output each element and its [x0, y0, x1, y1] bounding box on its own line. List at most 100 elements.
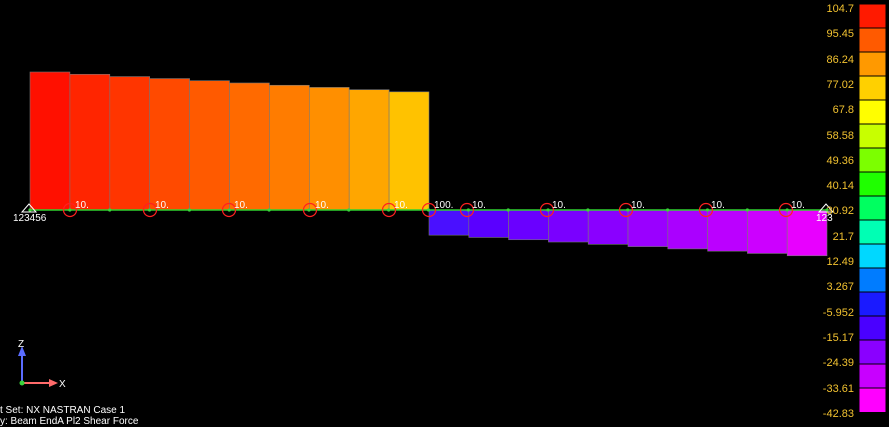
node-point[interactable]: [28, 208, 32, 212]
node-point[interactable]: [267, 208, 271, 212]
load-marker-icon[interactable]: [539, 202, 555, 218]
legend-color-swatch: [858, 195, 887, 221]
node-point[interactable]: [586, 208, 590, 212]
shear-force-bar: [269, 84, 310, 211]
output-set-label: t Set: NX NASTRAN Case 1: [0, 405, 126, 416]
shear-force-bar: [468, 209, 509, 238]
legend-value: 67.8: [832, 104, 854, 117]
contour-bars: [29, 71, 828, 257]
legend-color-swatch: [858, 243, 887, 269]
shear-force-bar: [786, 209, 828, 257]
shear-force-bar: [189, 80, 230, 211]
legend-value: -33.61: [822, 382, 854, 395]
output-case-info: t Set: NX NASTRAN Case 1 y: Beam EndA Pl…: [0, 405, 138, 427]
legend-color-swatch: [858, 147, 887, 173]
left-support-icon: [20, 203, 38, 213]
legend-color-swatch: [858, 387, 887, 413]
shear-force-bar: [69, 73, 111, 211]
legend-value: -42.83: [822, 407, 854, 420]
legend-value: 95.45: [826, 28, 854, 41]
legend-value: 49.36: [826, 154, 854, 167]
load-markers: 10. 10. 10. 10. 10. 100. 10. 10. 10. 10. 10.: [62, 200, 805, 218]
legend-value: -24.39: [822, 357, 854, 370]
shear-force-bar: [229, 82, 270, 211]
shear-force-bar: [587, 209, 629, 245]
node-point[interactable]: [147, 208, 152, 212]
node-point[interactable]: [825, 208, 829, 212]
load-marker-icon[interactable]: [618, 202, 634, 218]
shear-force-bar: [667, 209, 708, 250]
shear-force-bar: [707, 209, 748, 252]
shear-force-bar: [508, 209, 549, 241]
node-point[interactable]: [387, 208, 391, 212]
right-constraint-label: 123: [816, 213, 833, 224]
legend-color-swatch: [858, 267, 887, 293]
left-constraint-label: 123456: [13, 213, 47, 224]
load-marker-icon[interactable]: [421, 202, 437, 218]
shear-force-bar: [109, 76, 151, 211]
node-point[interactable]: [745, 208, 749, 212]
node-point[interactable]: [227, 208, 231, 212]
legend-color-swatch: [858, 171, 887, 197]
legend-color-swatch: [858, 123, 887, 149]
x-axis-label: X: [59, 379, 66, 390]
output-vector-label: y: Beam EndA Pl2 Shear Force: [0, 416, 139, 427]
load-marker-icon[interactable]: [302, 202, 318, 218]
shear-force-bar: [548, 209, 589, 243]
load-marker-icon[interactable]: [221, 202, 237, 218]
node-point[interactable]: [426, 208, 431, 212]
triad-origin-icon: [19, 380, 25, 386]
node-point[interactable]: [666, 208, 670, 212]
z-axis-label: Z: [18, 339, 24, 350]
node-point[interactable]: [785, 208, 789, 212]
load-marker-icon[interactable]: [778, 202, 794, 218]
legend-value: 58.58: [826, 129, 854, 142]
z-arrowhead-icon: [18, 346, 26, 356]
legend-value: 104.7: [826, 3, 854, 15]
node-point[interactable]: [466, 208, 470, 212]
load-value-label: 10.: [631, 200, 645, 211]
legend-value: 12.49: [826, 256, 854, 268]
node-point[interactable]: [347, 208, 351, 212]
legend-color-swatch: [858, 99, 887, 125]
legend-color-swatch: [858, 51, 887, 77]
load-marker-icon[interactable]: [381, 202, 397, 218]
shear-force-bar: [747, 209, 788, 254]
node-point[interactable]: [705, 208, 710, 212]
node-point[interactable]: [626, 208, 630, 212]
shear-force-bar: [29, 71, 71, 211]
legend-value: -15.17: [822, 331, 854, 344]
node-point[interactable]: [506, 208, 510, 212]
legend-color-swatch: [858, 315, 887, 341]
load-value-label: 10.: [472, 200, 486, 211]
load-value-label: 10.: [394, 200, 408, 211]
load-marker-icon[interactable]: [698, 202, 714, 218]
node-point[interactable]: [307, 208, 311, 212]
contour-legend-bar[interactable]: [858, 3, 887, 413]
load-marker-icon[interactable]: [142, 202, 158, 218]
legend-color-swatch: [858, 339, 887, 365]
node-point[interactable]: [68, 208, 72, 212]
x-arrowhead-icon: [49, 379, 58, 387]
beam-nodes: [28, 208, 829, 212]
load-value-label: 10.: [155, 200, 169, 211]
node-point[interactable]: [187, 208, 191, 212]
shear-force-bar: [308, 87, 350, 211]
legend-color-swatch: [858, 75, 887, 101]
legend-value: 40.14: [826, 180, 854, 193]
shear-force-bar: [149, 78, 190, 211]
node-point[interactable]: [108, 208, 112, 212]
load-value-label: 100.: [434, 200, 453, 211]
legend-color-swatch: [858, 3, 887, 29]
load-marker-icon[interactable]: [459, 202, 475, 218]
load-value-label: 10.: [234, 200, 248, 211]
node-point[interactable]: [546, 208, 550, 212]
legend-value: 3.267: [826, 281, 854, 294]
legend-value-labels: 104.7 95.45 86.24 77.02 67.8 58.58 49.36 40.14 3…: [770, 0, 854, 424]
legend-color-swatch: [858, 291, 887, 317]
right-support-icon: [817, 203, 835, 213]
load-marker-icon[interactable]: [62, 202, 78, 218]
legend-color-swatch: [858, 363, 887, 389]
legend-value: 86.24: [826, 53, 854, 66]
